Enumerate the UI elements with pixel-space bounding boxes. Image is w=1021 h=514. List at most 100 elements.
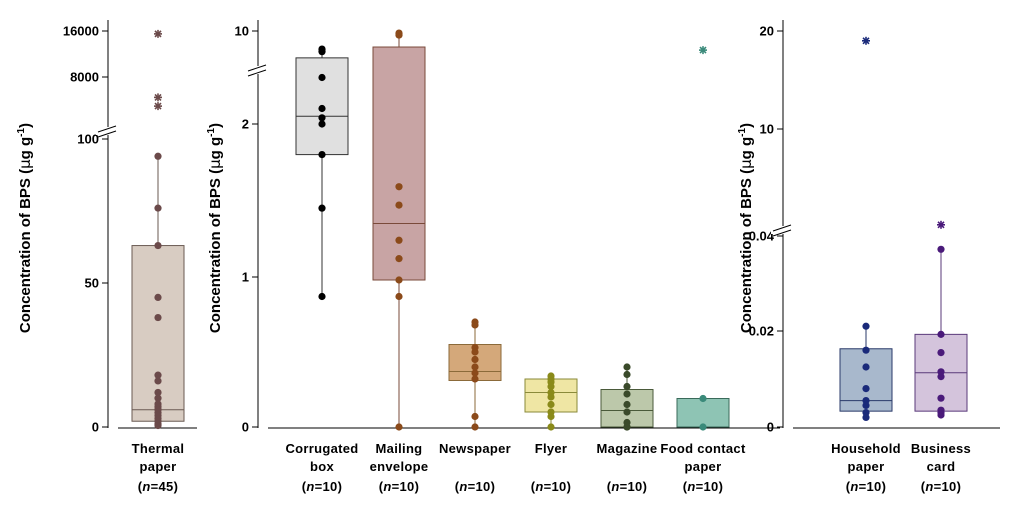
sample-size-label: (n=45) (138, 479, 178, 494)
data-point (154, 152, 162, 160)
category-label: Corrugated (285, 441, 358, 456)
data-point (937, 406, 945, 414)
sample-size-label: (n=10) (455, 479, 495, 494)
data-point (471, 369, 479, 377)
data-point (154, 394, 162, 402)
data-point (623, 382, 631, 391)
outlier-point (154, 102, 162, 111)
panel-thermal-paper: 0 50 100 8000 16000 Concentration of BPS (μg … (16, 20, 197, 494)
data-point (937, 349, 945, 357)
data-point (623, 418, 631, 427)
data-point (937, 394, 945, 402)
data-point (623, 363, 631, 371)
y-axis-label: Concentration of BPS (μg g-1) (16, 123, 34, 333)
y-tick-label: 0.04 (749, 229, 775, 244)
data-point (318, 204, 326, 212)
data-point (471, 318, 479, 326)
data-point (318, 73, 326, 82)
data-point (395, 29, 403, 37)
outlier-point (937, 220, 945, 229)
y-tick-label: 0.02 (749, 324, 774, 339)
y-axis-label: Concentration of BPS (μg g-1) (206, 123, 224, 333)
data-point (395, 236, 403, 244)
panel-paper-products: 0 1 2 10 Concentration of BPS (μg g-1) Corrug… (206, 20, 780, 494)
data-point (154, 371, 162, 379)
data-point (471, 363, 479, 371)
data-point (471, 375, 479, 383)
y-tick-label: 8000 (70, 70, 99, 85)
data-point (395, 423, 403, 431)
outlier-point (154, 93, 162, 102)
data-point (318, 151, 326, 159)
data-point (318, 104, 326, 113)
data-point (471, 355, 479, 364)
category-label: Household (831, 441, 901, 456)
data-point (395, 276, 403, 284)
data-point (154, 377, 162, 385)
data-point (699, 423, 707, 431)
data-point (471, 412, 479, 421)
box-corrugated-box (295, 45, 349, 301)
box-food-contact-paper (676, 46, 730, 431)
data-point (395, 201, 403, 209)
data-point (471, 423, 479, 431)
box-thermal-paper (131, 29, 185, 430)
data-point (862, 385, 870, 393)
data-point (154, 293, 162, 301)
y-tick-label: 20 (760, 24, 774, 39)
sample-size-label: (n=10) (846, 479, 886, 494)
data-point (318, 114, 326, 122)
y-tick-label: 1 (242, 270, 249, 285)
category-label: envelope (370, 459, 429, 474)
y-tick-label: 10 (235, 24, 249, 39)
data-point (937, 368, 945, 376)
category-label: Magazine (597, 441, 658, 456)
panel-household-business: 0 0.02 0.04 10 20 Concentration of BPS (μg g-… (737, 20, 1000, 494)
iqr-box-food-contact-paper (676, 398, 730, 428)
sample-size-label: (n=10) (302, 479, 342, 494)
outlier-point (862, 36, 870, 45)
category-label: paper (685, 459, 722, 474)
category-label: Food contact (660, 441, 746, 456)
data-point (623, 370, 631, 379)
data-point (547, 372, 555, 380)
y-tick-label: 0 (767, 420, 774, 435)
category-label: Mailing (376, 441, 423, 456)
y-tick-label: 0 (92, 420, 99, 435)
box-mailing-envelope (372, 29, 426, 431)
category-label: card (927, 459, 956, 474)
y-tick-label: 0 (242, 420, 249, 435)
data-point (937, 330, 945, 338)
category-label: box (310, 459, 334, 474)
data-point (862, 346, 870, 354)
data-point (862, 397, 870, 405)
data-point (318, 120, 326, 128)
y-tick-label: 16000 (63, 24, 99, 39)
data-point (862, 322, 870, 330)
data-point (623, 390, 631, 398)
category-label: Flyer (535, 441, 568, 456)
y-tick-label: 10 (760, 122, 774, 137)
data-point (937, 245, 945, 253)
y-tick-label: 100 (77, 132, 99, 147)
iqr-box-mailing-envelope (372, 46, 426, 281)
box-business-card (914, 220, 968, 419)
category-label: Newspaper (439, 441, 511, 456)
data-point (547, 400, 555, 409)
sample-size-label: (n=10) (607, 479, 647, 494)
data-point (623, 408, 631, 416)
sample-size-label: (n=10) (921, 479, 961, 494)
category-label: Business (911, 441, 971, 456)
data-point (154, 241, 162, 250)
data-point (862, 363, 870, 371)
y-tick-label: 50 (85, 276, 99, 291)
y-axis-label: Concentration of BPS (μg g-1) (737, 123, 755, 333)
data-point (547, 408, 555, 416)
outlier-point (699, 46, 707, 55)
box-magazine (600, 363, 654, 431)
data-point (395, 183, 403, 191)
data-point (395, 255, 403, 263)
data-point (547, 423, 555, 431)
category-label: paper (848, 459, 885, 474)
